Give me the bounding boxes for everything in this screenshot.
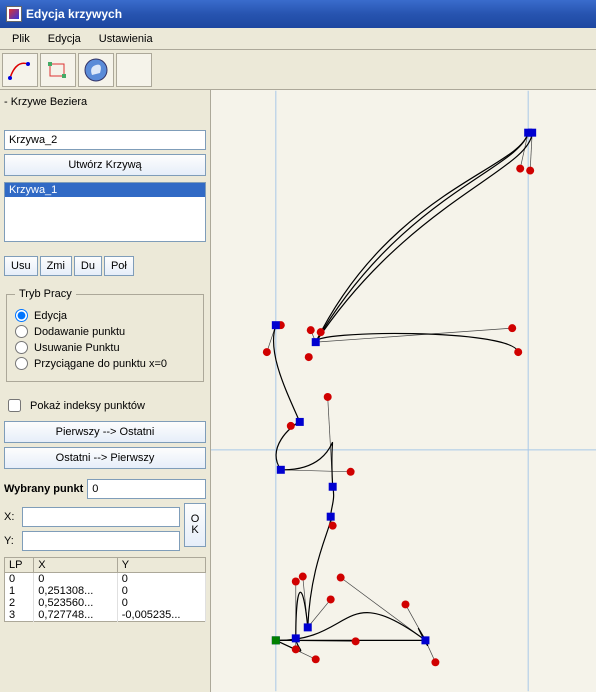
- menu-file[interactable]: Plik: [4, 31, 38, 47]
- table-row[interactable]: 30,727748...-0,005235...: [5, 609, 206, 622]
- window-title: Edycja krzywych: [26, 7, 122, 21]
- mode-add-radio[interactable]: [15, 325, 28, 338]
- mode-edit-label: Edycja: [34, 310, 67, 322]
- menu-edit[interactable]: Edycja: [40, 31, 89, 47]
- ok-button[interactable]: O K: [184, 503, 206, 547]
- curve-tool-icon: [8, 58, 32, 82]
- curve-svg: [211, 90, 596, 692]
- window-titlebar: Edycja krzywych: [0, 0, 596, 28]
- show-indices-label: Pokaż indeksy punktów: [30, 400, 145, 412]
- curve-canvas[interactable]: [210, 90, 596, 692]
- mode-edit-radio[interactable]: [15, 309, 28, 322]
- show-indices-checkbox[interactable]: [8, 399, 21, 412]
- table-row[interactable]: 20,523560...0: [5, 597, 206, 609]
- curve-list-item[interactable]: Krzywa_1: [5, 183, 205, 197]
- delete-button[interactable]: Usu: [4, 256, 38, 276]
- work-mode-legend: Tryb Pracy: [15, 288, 76, 300]
- work-mode-group: Tryb Pracy Edycja Dodawanie punktu Usuwa…: [6, 288, 204, 382]
- points-table[interactable]: LP X Y 00010,251308...020,523560...030,7…: [4, 557, 206, 622]
- x-input[interactable]: [22, 507, 180, 527]
- mode-remove-label: Usuwanie Punktu: [34, 342, 120, 354]
- mode-snap-label: Przyciągane do punktu x=0: [34, 358, 167, 370]
- tool-preview-button[interactable]: [78, 53, 114, 87]
- preview-icon: [83, 57, 109, 83]
- y-input[interactable]: [22, 531, 180, 551]
- tool-rect-button[interactable]: [40, 53, 76, 87]
- menu-settings[interactable]: Ustawienia: [91, 31, 161, 47]
- duplicate-button[interactable]: Du: [74, 256, 102, 276]
- bezier-section-label: - Krzywe Beziera: [4, 96, 206, 108]
- sidebar-panel: - Krzywe Beziera Utwórz Krzywą Krzywa_1 …: [0, 90, 210, 692]
- selected-point-input[interactable]: [87, 479, 206, 499]
- col-lp[interactable]: LP: [5, 558, 34, 573]
- mode-add-label: Dodawanie punktu: [34, 326, 125, 338]
- mode-snap-radio[interactable]: [15, 357, 28, 370]
- toolbar: [0, 50, 596, 90]
- rect-tool-icon: [46, 58, 70, 82]
- tool-empty-button[interactable]: [116, 53, 152, 87]
- table-row[interactable]: 000: [5, 573, 206, 586]
- selected-point-label: Wybrany punkt: [4, 483, 83, 495]
- create-curve-button[interactable]: Utwórz Krzywą: [4, 154, 206, 176]
- menu-bar: Plik Edycja Ustawienia: [0, 28, 596, 50]
- mode-remove-radio[interactable]: [15, 341, 28, 354]
- ok-bot: K: [191, 525, 198, 536]
- tool-curve-button[interactable]: [2, 53, 38, 87]
- join-button[interactable]: Poł: [104, 256, 134, 276]
- app-icon: [6, 6, 22, 22]
- rename-button[interactable]: Zmi: [40, 256, 72, 276]
- curve-name-input[interactable]: [4, 130, 206, 150]
- last-first-button[interactable]: Ostatni --> Pierwszy: [4, 447, 206, 469]
- table-row[interactable]: 10,251308...0: [5, 585, 206, 597]
- curve-list[interactable]: Krzywa_1: [4, 182, 206, 242]
- y-label: Y:: [4, 535, 18, 547]
- col-y[interactable]: Y: [117, 558, 205, 573]
- x-label: X:: [4, 511, 18, 523]
- col-x[interactable]: X: [34, 558, 117, 573]
- first-last-button[interactable]: Pierwszy --> Ostatni: [4, 421, 206, 443]
